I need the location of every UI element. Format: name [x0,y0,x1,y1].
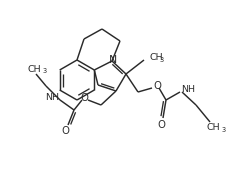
Text: O: O [61,126,69,136]
Text: 3: 3 [43,68,47,74]
Text: CH: CH [27,64,41,73]
Text: 3: 3 [222,127,226,133]
Text: CH: CH [206,123,220,132]
Text: O: O [80,93,88,103]
Text: O: O [153,81,161,91]
Text: CH: CH [150,52,164,62]
Text: NH: NH [45,94,59,102]
Text: O: O [157,120,165,130]
Text: 3: 3 [160,57,164,63]
Text: NH: NH [181,85,195,94]
Text: N: N [109,55,117,65]
